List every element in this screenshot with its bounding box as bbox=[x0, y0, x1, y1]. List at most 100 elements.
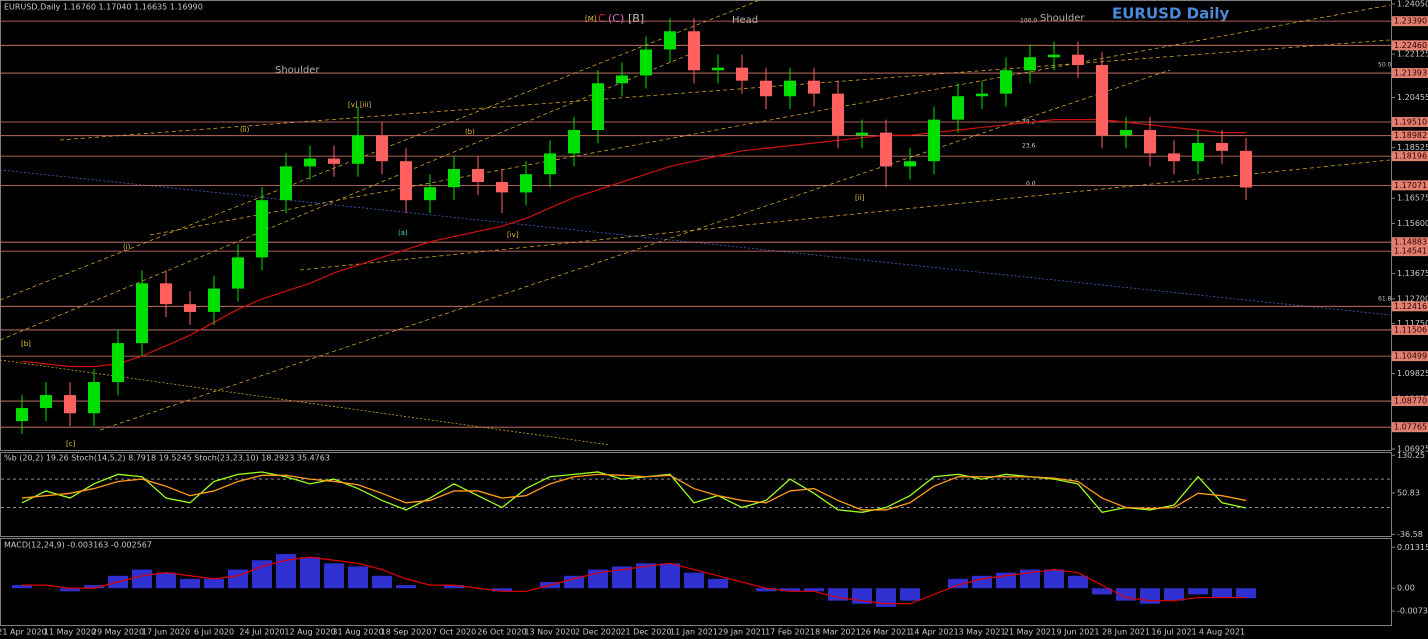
candle-body bbox=[256, 200, 268, 258]
candle-body bbox=[544, 153, 556, 175]
candle-body bbox=[736, 67, 748, 81]
candle-body bbox=[136, 283, 148, 344]
level-label-box bbox=[1392, 68, 1428, 79]
candle-body bbox=[280, 166, 292, 201]
level-label: 1.11506 bbox=[1394, 325, 1427, 334]
macd-bar bbox=[132, 569, 152, 589]
level-label-box bbox=[1392, 130, 1428, 141]
candle-body bbox=[304, 158, 316, 167]
macd-bar bbox=[396, 585, 416, 589]
panel-label: MACD(12,24,9) -0.003163 -0.002567 bbox=[4, 541, 152, 550]
x-tick-label: 6 Jul 2020 bbox=[194, 628, 234, 637]
trendline bbox=[299, 159, 1391, 271]
candle-body bbox=[208, 288, 220, 312]
macd-bar bbox=[804, 588, 824, 592]
level-label-box bbox=[1392, 116, 1428, 127]
candle-body bbox=[1096, 65, 1108, 136]
annotation: [B] bbox=[628, 12, 644, 25]
macd-bar bbox=[1116, 588, 1136, 601]
macd-bar bbox=[708, 578, 728, 589]
candle-body bbox=[688, 31, 700, 71]
annotation: (ii) bbox=[240, 126, 250, 134]
trendline bbox=[149, 4, 1391, 236]
macd-bar bbox=[228, 569, 248, 589]
level-label-box bbox=[1392, 301, 1428, 312]
x-tick-label: 17 Jun 2020 bbox=[142, 628, 190, 637]
trendline bbox=[59, 39, 1391, 141]
candle-body bbox=[952, 96, 964, 120]
macd-bar bbox=[324, 563, 344, 589]
macd-bar bbox=[972, 575, 992, 589]
level-label: 1.12416 bbox=[1394, 302, 1427, 311]
macd-bar bbox=[1236, 588, 1256, 599]
trendlines bbox=[0, 0, 1391, 446]
candle-body bbox=[472, 169, 484, 182]
macd-bar bbox=[276, 554, 296, 589]
x-tick-label: 13 Nov 2020 bbox=[524, 628, 575, 637]
x-tick-label: 14 Apr 2021 bbox=[909, 628, 958, 637]
candle-body bbox=[448, 169, 460, 188]
x-tick-label: 21 Apr 2020 bbox=[0, 628, 47, 637]
candle-body bbox=[880, 132, 892, 167]
macd-bar bbox=[492, 588, 512, 592]
x-tick-label: 11 Jan 2021 bbox=[670, 628, 718, 637]
x-tick-label: 4 Aug 2021 bbox=[1199, 628, 1245, 637]
level-label: 1.21393 bbox=[1394, 69, 1427, 78]
level-label-box bbox=[1392, 422, 1428, 433]
candle-body bbox=[808, 80, 820, 94]
macd-bar bbox=[876, 588, 896, 607]
macd-bar bbox=[252, 560, 272, 589]
candle-body bbox=[640, 49, 652, 76]
macd-bar bbox=[1212, 588, 1232, 598]
macd-bar bbox=[84, 585, 104, 589]
stoch-panel bbox=[0, 452, 1392, 537]
candle-body bbox=[184, 304, 196, 312]
trendline bbox=[99, 69, 1171, 431]
candle-body bbox=[784, 80, 796, 97]
level-label: 1.23390 bbox=[1394, 17, 1427, 26]
y-tick-label: 1.18525 bbox=[1397, 143, 1428, 152]
candle-body bbox=[1072, 54, 1084, 66]
level-label-box bbox=[1392, 246, 1428, 257]
x-tick-label: 16 Jul 2021 bbox=[1151, 628, 1196, 637]
x-tick-label: 9 Jun 2021 bbox=[1056, 628, 1099, 637]
macd-bar bbox=[828, 588, 848, 601]
level-label-box bbox=[1392, 351, 1428, 362]
level-label: 1.18982 bbox=[1394, 131, 1427, 140]
x-tick-label: 28 Jun 2021 bbox=[1102, 628, 1150, 637]
candle-body bbox=[40, 395, 52, 409]
x-tick-label: 31 Aug 2020 bbox=[332, 628, 383, 637]
candle-body bbox=[64, 395, 76, 414]
macd-bar bbox=[948, 578, 968, 589]
moving-average bbox=[21, 119, 1246, 368]
indicator-line bbox=[21, 473, 1247, 511]
candle-body bbox=[1144, 130, 1156, 154]
trendline bbox=[0, 49, 701, 341]
y-tick-label: 1.20455 bbox=[1397, 93, 1428, 102]
level-label: 1.17071 bbox=[1394, 181, 1427, 190]
y-tick-label: 1.13675 bbox=[1397, 269, 1428, 278]
level-label: 1.14541 bbox=[1394, 247, 1427, 256]
level-label: 1.10499 bbox=[1394, 352, 1427, 361]
signal-line bbox=[22, 556, 1246, 605]
macd-bar bbox=[444, 585, 464, 589]
macd-bar bbox=[12, 585, 32, 589]
y-tick-label: 1.06925 bbox=[1397, 445, 1428, 454]
level-label: 1.19510 bbox=[1394, 117, 1427, 126]
macd-bar bbox=[204, 578, 224, 589]
level-label: 1.18196 bbox=[1394, 152, 1427, 161]
macd-bar bbox=[348, 566, 368, 589]
candle-body bbox=[928, 119, 940, 162]
annotation: [v] [iii] bbox=[348, 101, 371, 109]
candle-body bbox=[1024, 57, 1036, 71]
candle-body bbox=[760, 80, 772, 97]
y-tick-label: 1.22125 bbox=[1397, 50, 1428, 59]
annotation: Head bbox=[732, 15, 758, 26]
level-label: 1.22460 bbox=[1394, 41, 1427, 50]
macd-bar bbox=[180, 578, 200, 589]
candle-body bbox=[856, 132, 868, 136]
x-tick-label: 7 Oct 2020 bbox=[432, 628, 476, 637]
y-tick-label: 1.11750 bbox=[1397, 319, 1428, 328]
x-tick-label: 11 May 2020 bbox=[44, 628, 96, 637]
